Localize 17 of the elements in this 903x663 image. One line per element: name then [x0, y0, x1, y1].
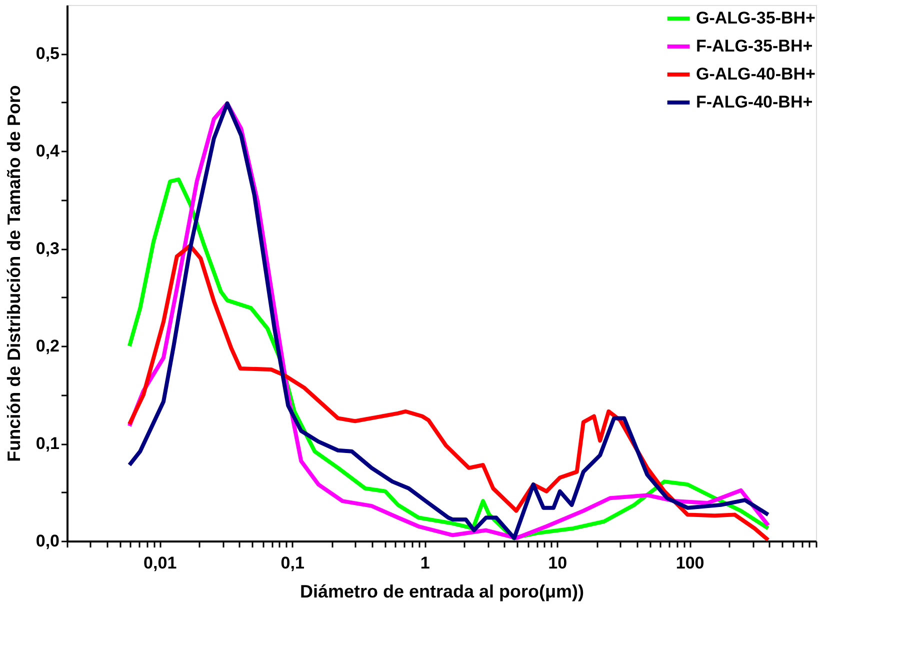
y-tick-label: 0,4: [36, 142, 60, 161]
y-axis-title: Función de Distribución de Tamaño de Poro: [4, 85, 24, 462]
legend-label: F-ALG-40-BH+: [696, 92, 813, 112]
y-tick-label: 0,2: [36, 336, 60, 356]
legend-label: F-ALG-35-BH+: [696, 36, 813, 56]
legend-label: G-ALG-40-BH+: [696, 64, 816, 84]
y-tick-label: 0,5: [36, 44, 60, 64]
y-tick-label: 0,1: [36, 434, 60, 454]
x-tick-label: 1: [420, 554, 430, 572]
x-axis-title: Diámetro de entrada al poro(μm)): [300, 582, 584, 602]
y-tick-label: 0,3: [36, 239, 60, 258]
y-tick-label: 0,0: [36, 532, 60, 550]
x-tick-label: 0,01: [144, 554, 177, 572]
x-tick-label: 0,1: [280, 554, 304, 572]
x-tick-label: 10: [548, 554, 568, 572]
legend-label: G-ALG-35-BH+: [696, 8, 816, 28]
x-tick-label: 100: [676, 554, 704, 572]
